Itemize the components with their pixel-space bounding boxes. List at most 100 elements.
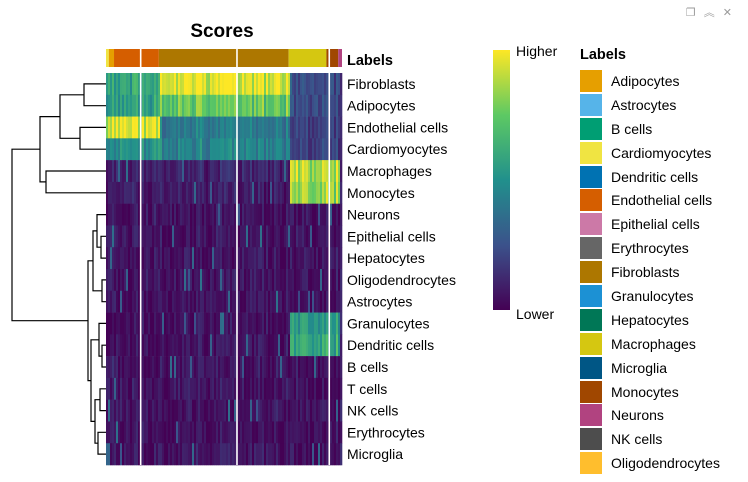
heatmap-cell <box>254 269 257 292</box>
heatmap-cell <box>332 73 335 96</box>
heatmap-cell <box>218 312 221 335</box>
heatmap-cell <box>292 377 295 400</box>
heatmap-cell <box>182 160 185 183</box>
heatmap-cell <box>240 356 243 379</box>
heatmap-cell <box>136 247 139 270</box>
heatmap-cell <box>284 138 287 161</box>
heatmap-cell <box>172 443 175 466</box>
copy-icon[interactable]: ❐ <box>685 6 704 19</box>
heatmap-cell <box>252 138 255 161</box>
heatmap-cell <box>132 247 135 270</box>
heatmap-cell <box>142 356 145 379</box>
heatmap-cell <box>158 138 161 161</box>
heatmap-cell <box>200 312 203 335</box>
heatmap-cell <box>318 356 321 379</box>
heatmap-cell <box>174 116 177 139</box>
heatmap-cell <box>110 225 113 248</box>
annotation-segment <box>288 49 327 67</box>
heatmap-cell <box>260 377 263 400</box>
heatmap-cell <box>118 94 121 117</box>
heatmap-cell <box>330 116 333 139</box>
heatmap-cell <box>186 356 189 379</box>
heatmap-cell <box>160 312 163 335</box>
heatmap-cell <box>202 94 205 117</box>
heatmap-cell <box>292 181 295 204</box>
heatmap-cell <box>292 203 295 226</box>
heatmap-cell <box>336 312 339 335</box>
heatmap-cell <box>326 73 329 96</box>
heatmap-cell <box>290 356 293 379</box>
heatmap-cell <box>168 247 171 270</box>
heatmap-cell <box>200 269 203 292</box>
heatmap-cell <box>108 334 111 357</box>
heatmap-cell <box>312 443 315 466</box>
heatmap-cell <box>200 94 203 117</box>
heatmap-cell <box>228 443 231 466</box>
heatmap-cell <box>336 247 339 270</box>
heatmap-cell <box>222 116 225 139</box>
heatmap-cell <box>182 94 185 117</box>
heatmap-cell <box>178 377 181 400</box>
heatmap-cell <box>142 290 145 313</box>
heatmap-cell <box>320 247 323 270</box>
heatmap-cell <box>110 269 113 292</box>
heatmap-cell <box>152 290 155 313</box>
heatmap-cell <box>108 203 111 226</box>
heatmap-cell <box>332 203 335 226</box>
heatmap-cell <box>184 203 187 226</box>
heatmap-cell <box>248 247 251 270</box>
heatmap-cell <box>170 160 173 183</box>
heatmap-cell <box>258 247 261 270</box>
close-icon[interactable]: ✕ <box>722 6 740 19</box>
heatmap-cell <box>134 94 137 117</box>
heatmap-cell <box>224 290 227 313</box>
heatmap-cell <box>320 181 323 204</box>
heatmap-cell <box>180 181 183 204</box>
heatmap-cell <box>170 290 173 313</box>
dendrogram-branch <box>11 148 88 322</box>
heatmap-cell <box>210 181 213 204</box>
heatmap-cell <box>226 312 229 335</box>
chevron-up-icon[interactable]: ︽ <box>703 6 723 19</box>
heatmap-cell <box>108 312 111 335</box>
heatmap-cell <box>270 290 273 313</box>
heatmap-cell <box>194 160 197 183</box>
heatmap-cell <box>130 247 133 270</box>
heatmap-cell <box>136 290 139 313</box>
heatmap-cell <box>242 290 245 313</box>
heatmap-cell <box>178 247 181 270</box>
heatmap-cell <box>164 334 167 357</box>
heatmap-cell <box>298 421 301 444</box>
heatmap-cell <box>254 225 257 248</box>
heatmap-cell <box>276 421 279 444</box>
heatmap-cell <box>222 356 225 379</box>
heatmap-cell <box>300 312 303 335</box>
heatmap-cell <box>150 269 153 292</box>
heatmap-cell <box>238 94 241 117</box>
heatmap-cell <box>304 269 307 292</box>
heatmap-cell <box>224 203 227 226</box>
heatmap-cell <box>186 247 189 270</box>
heatmap-cell <box>256 356 259 379</box>
legend-item: Erythrocytes <box>580 236 720 260</box>
heatmap-cell <box>322 290 325 313</box>
dendrogram-branch <box>39 116 60 183</box>
heatmap-cell <box>286 290 289 313</box>
heatmap-cell <box>200 334 203 357</box>
heatmap-cell <box>138 116 141 139</box>
heatmap-cell <box>260 73 263 96</box>
heatmap-cell <box>256 443 259 466</box>
heatmap-cell <box>208 73 211 96</box>
heatmap-cell <box>142 138 145 161</box>
heatmap-cell <box>318 421 321 444</box>
heatmap-cell <box>210 203 213 226</box>
heatmap-cell <box>128 181 131 204</box>
heatmap-cell <box>112 334 115 357</box>
heatmap-cell <box>174 377 177 400</box>
legend-item: Adipocytes <box>580 69 720 93</box>
heatmap-cell <box>178 399 181 422</box>
heatmap-cell <box>210 290 213 313</box>
heatmap-cell <box>336 443 339 466</box>
heatmap-cell <box>334 138 337 161</box>
heatmap-cell <box>246 160 249 183</box>
